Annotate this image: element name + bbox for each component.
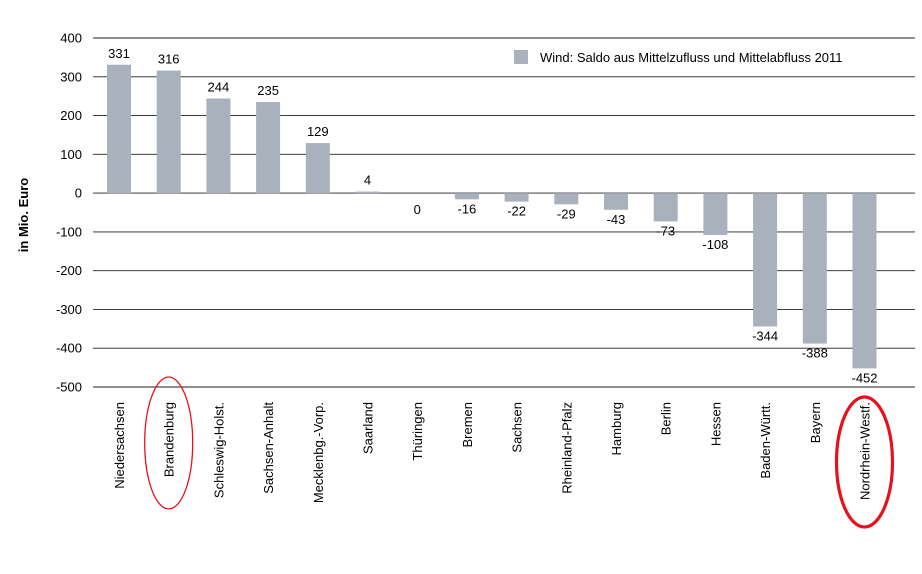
category-label: Hamburg [609,402,624,455]
category-labels: Niedersachsen Brandenburg Schleswig-Holst.… [112,402,873,504]
bar [604,193,628,210]
data-label: 235 [257,83,279,98]
highlight-ellipse [834,395,895,529]
bar [305,143,330,194]
legend: Wind: Saldo aus Mittelzufluss und Mittel… [514,50,843,65]
y-axis-ticks: 400 300 200 100 0 -100 -200 -300 -400 -500 [56,31,82,395]
category-label: Niedersachsen [112,402,127,489]
bar [653,193,678,222]
bar [355,191,380,194]
y-tick-label: 100 [60,147,82,162]
category-label: Baden-Württ. [758,402,773,479]
y-tick-label: 200 [60,108,82,123]
category-label: Schleswig-Holst. [211,402,226,498]
bar [504,193,529,202]
data-label: -73 [656,223,675,238]
category-label: Sachsen [510,402,525,453]
category-label: Nordrhein-Westf. [858,402,873,500]
legend-label: Wind: Saldo aus Mittelzufluss und Mittel… [540,50,843,65]
data-label: 4 [364,173,371,188]
data-label: -452 [851,370,877,385]
data-label: -16 [458,201,477,216]
y-tick-label: 300 [60,69,82,84]
y-tick-label: -200 [56,263,82,278]
data-label: -29 [557,206,576,221]
bar [852,193,877,369]
category-label: Mecklenbg.-Vorp. [311,402,326,503]
data-label: -22 [507,204,526,219]
category-label: Saarland [361,402,376,454]
bar [156,70,181,194]
data-label: -388 [802,346,828,361]
data-label: 0 [414,202,421,217]
data-labels: 331 316 244 235 129 4 0 -16 -22 -29 -43 -73 -108 -344… [108,46,877,386]
bar [454,193,479,200]
y-tick-label: 400 [60,31,82,46]
category-label: Brandenburg [162,402,177,477]
category-label: Berlin [659,402,674,435]
y-tick-label: 0 [75,186,82,201]
data-label: 129 [307,124,329,139]
y-tick-label: -300 [56,302,82,317]
data-label: 316 [158,52,180,67]
bar [107,64,131,194]
bar [256,101,281,194]
category-label: Bremen [460,402,475,448]
data-label: 244 [208,79,230,94]
bar [206,98,231,194]
category-label: Thüringen [410,402,425,461]
category-label: Rheinland-Pfalz [559,402,574,494]
data-label: -108 [702,237,728,252]
y-axis-label: in Mio. Euro [16,178,31,252]
y-tick-label: -400 [56,341,82,356]
data-label: -43 [607,212,626,227]
y-tick-label: -500 [56,380,82,395]
category-label: Hessen [708,402,723,446]
bar [753,193,778,327]
bars [107,64,877,369]
highlight-ellipse [144,376,194,510]
highlight-ellipses [144,376,895,529]
data-label: -344 [752,329,778,344]
data-label: 331 [108,46,130,61]
category-label: Sachsen-Anhalt [261,402,276,494]
category-label: Bayern [808,402,823,443]
y-tick-label: -100 [56,224,82,239]
legend-swatch [514,50,528,64]
bar [802,193,827,344]
bar [703,193,728,235]
bar [554,193,579,205]
